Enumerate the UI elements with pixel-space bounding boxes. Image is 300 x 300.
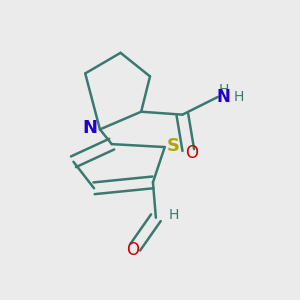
Text: O: O [126,241,139,259]
Text: H: H [168,208,179,222]
Text: H: H [233,90,244,104]
Text: N: N [82,119,97,137]
Text: H: H [218,82,229,97]
Text: S: S [167,136,180,154]
Text: N: N [217,88,230,106]
Text: O: O [185,144,198,162]
